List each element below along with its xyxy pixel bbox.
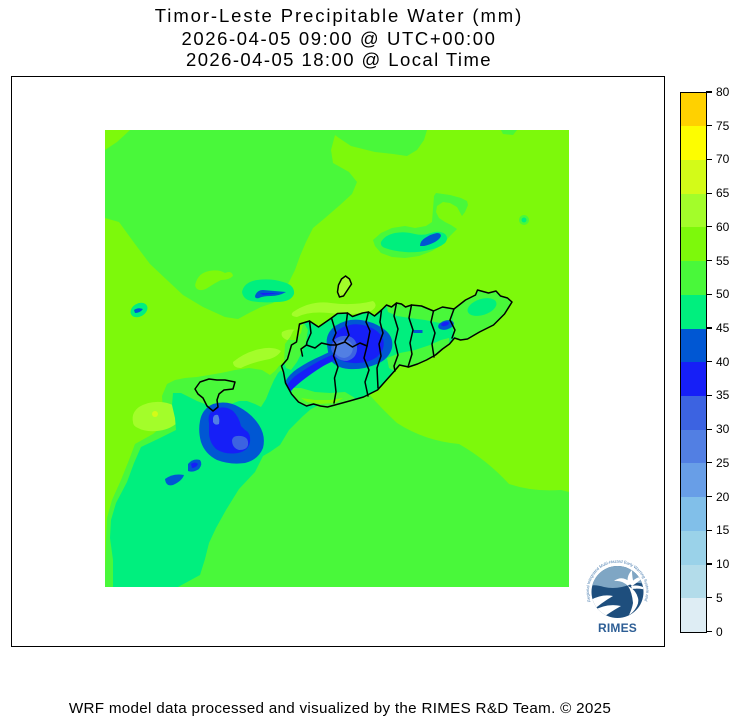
svg-text:RIMES: RIMES <box>598 621 637 635</box>
